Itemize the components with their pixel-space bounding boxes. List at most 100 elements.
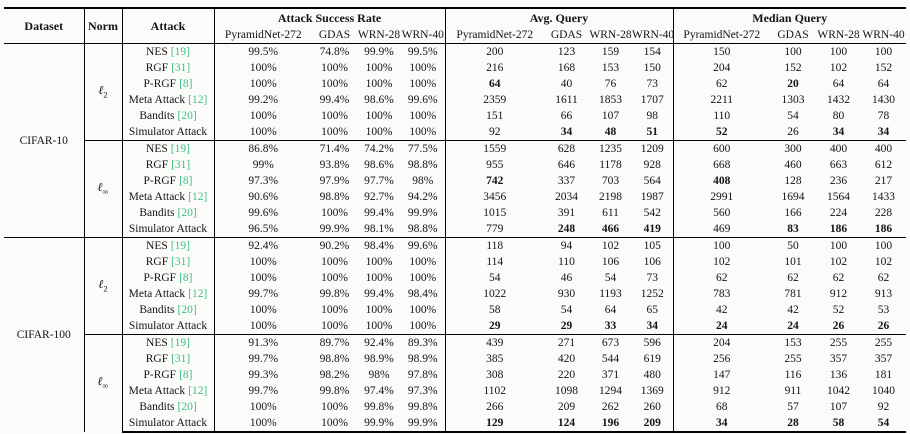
avg-query-value-cell: 118 xyxy=(445,237,544,254)
median-query-value-cell: 68 xyxy=(716,401,728,413)
attack-name: NES xyxy=(146,143,168,155)
asr-value-cell: 98% xyxy=(401,173,446,189)
avg-query-value-cell: 1294 xyxy=(599,385,622,397)
table-row: Meta Attack [12] 99.7% 99.8% 99.4% 98.4% 1022 9… xyxy=(4,286,906,302)
subcol-avg-gdas: GDAS xyxy=(544,27,589,44)
avg-query-value-cell: 34 xyxy=(560,126,573,138)
avg-query-value-cell: 262 xyxy=(601,401,620,413)
avg-query-value-cell: 150 xyxy=(632,60,674,76)
citation-ref[interactable]: [20] xyxy=(177,304,197,316)
citation-ref[interactable]: [19] xyxy=(170,143,190,155)
attack-cell: Meta Attack [12] xyxy=(122,92,215,108)
avg-query-value-cell: 33 xyxy=(604,320,617,332)
avg-query-value-cell: 200 xyxy=(486,46,504,58)
median-query-value-cell: 62 xyxy=(832,272,845,284)
median-query-value-cell: 668 xyxy=(713,159,731,171)
asr-value-cell: 97.3% xyxy=(248,175,279,187)
citation-ref[interactable]: [12] xyxy=(188,385,208,397)
median-query-value-cell: 217 xyxy=(874,175,893,187)
asr-value-cell: 100% xyxy=(365,304,393,316)
citation-ref[interactable]: [19] xyxy=(170,240,190,252)
median-query-value-cell: 26 xyxy=(832,320,845,332)
avg-query-value-cell: 466 xyxy=(601,223,620,235)
avg-query-value-cell: 611 xyxy=(602,207,619,219)
median-query-value-cell: 20 xyxy=(787,78,799,90)
avg-query-value-cell: 480 xyxy=(632,367,674,383)
citation-ref[interactable]: [12] xyxy=(188,191,208,203)
citation-ref[interactable]: [8] xyxy=(179,78,193,90)
citation-ref[interactable]: [31] xyxy=(171,62,191,74)
avg-query-value-cell: 779 xyxy=(486,223,504,235)
median-query-value-cell: 181 xyxy=(874,369,893,381)
avg-query-value-cell: 2198 xyxy=(599,191,622,203)
median-query-value-cell: 92 xyxy=(877,401,890,413)
median-query-value-cell: 357 xyxy=(829,353,848,365)
table-row: Simulator Attack 96.5% 99.9% 98.1% 98.8% 779 2… xyxy=(4,221,906,238)
attack-name: Bandits xyxy=(139,207,175,219)
asr-value-cell: 99.4% xyxy=(364,207,394,219)
attack-name: Simulator Attack xyxy=(128,320,208,332)
citation-ref[interactable]: [20] xyxy=(177,207,197,219)
avg-query-value-cell: 1252 xyxy=(632,286,674,302)
median-query-value-cell: 28 xyxy=(770,415,816,433)
citation-ref[interactable]: [8] xyxy=(179,175,193,187)
citation-ref[interactable]: [31] xyxy=(171,353,191,365)
median-query-value-cell: 42 xyxy=(787,304,799,316)
citation-ref[interactable]: [19] xyxy=(170,46,190,58)
table-row: Simulator Attack 100% 100% 99.9% 99.9% 129 124… xyxy=(4,415,906,433)
median-query-value-cell: 1430 xyxy=(872,94,895,106)
attack-cell: RGF [31] xyxy=(122,60,215,76)
asr-value-cell: 99.8% xyxy=(319,288,350,300)
table-row: ℓ∞ NES [19] 86.8% 71.4% 74.2% 77.5% 1559 628 1235… xyxy=(4,140,906,238)
avg-query-value-cell: 154 xyxy=(632,43,674,60)
avg-query-value-cell: 73 xyxy=(632,270,674,286)
asr-value-cell: 99.9% xyxy=(401,205,446,221)
median-query-value-cell: 26 xyxy=(787,126,799,138)
asr-value-cell: 100% xyxy=(365,110,393,122)
asr-value-cell: 99.2% xyxy=(248,94,279,106)
asr-value-cell: 100% xyxy=(321,110,348,122)
asr-value-cell: 100% xyxy=(365,256,393,268)
citation-ref[interactable]: [31] xyxy=(171,256,191,268)
norm-symbol: ℓ xyxy=(98,82,104,97)
citation-ref[interactable]: [20] xyxy=(177,110,197,122)
median-query-value-cell: 136 xyxy=(829,369,848,381)
attack-name: P-RGF xyxy=(143,272,177,284)
citation-ref[interactable]: [8] xyxy=(179,272,193,284)
avg-query-value-cell: 29 xyxy=(560,320,573,332)
avg-query-value-cell: 48 xyxy=(604,126,617,138)
asr-value-cell: 100% xyxy=(365,62,393,74)
asr-value-cell: 99.4% xyxy=(364,288,394,300)
group-header-attack-success-rate: Attack Success Rate xyxy=(214,7,446,27)
asr-value-cell: 97.4% xyxy=(364,385,394,397)
asr-value-cell: 100% xyxy=(321,126,348,138)
table-row: Meta Attack [12] 90.6% 98.8% 92.7% 94.2% 3456 2… xyxy=(4,189,906,205)
citation-ref[interactable]: [20] xyxy=(177,401,197,413)
citation-ref[interactable]: [31] xyxy=(171,159,191,171)
avg-query-value-cell: 54 xyxy=(489,272,501,284)
asr-value-cell: 100% xyxy=(401,318,446,335)
citation-ref[interactable]: [19] xyxy=(170,337,190,349)
asr-value-cell: 96.5% xyxy=(248,223,279,235)
asr-value-cell: 99.9% xyxy=(364,46,394,58)
asr-value-cell: 98.9% xyxy=(364,353,394,365)
median-query-value-cell: 460 xyxy=(784,159,802,171)
citation-ref[interactable]: [12] xyxy=(188,288,208,300)
avg-query-value-cell: 2359 xyxy=(483,94,507,106)
median-query-value-cell: 58 xyxy=(816,415,861,433)
citation-ref[interactable]: [8] xyxy=(179,369,193,381)
asr-value-cell: 99.6% xyxy=(248,207,279,219)
avg-query-value-cell: 703 xyxy=(601,175,620,187)
avg-query-value-cell: 54 xyxy=(604,272,617,284)
citation-ref[interactable]: [12] xyxy=(188,94,208,106)
avg-query-value-cell: 51 xyxy=(632,124,674,141)
col-header-dataset: Dataset xyxy=(4,7,85,44)
attack-cell: NES [19] xyxy=(122,140,215,157)
median-query-value-cell: 153 xyxy=(770,334,816,351)
avg-query-value-cell: 544 xyxy=(601,353,620,365)
avg-query-value-cell: 107 xyxy=(601,110,620,122)
avg-query-value-cell: 628 xyxy=(544,140,589,157)
avg-query-value-cell: 124 xyxy=(544,415,589,433)
median-query-value-cell: 107 xyxy=(829,401,848,413)
median-query-value-cell: 1432 xyxy=(827,94,850,106)
